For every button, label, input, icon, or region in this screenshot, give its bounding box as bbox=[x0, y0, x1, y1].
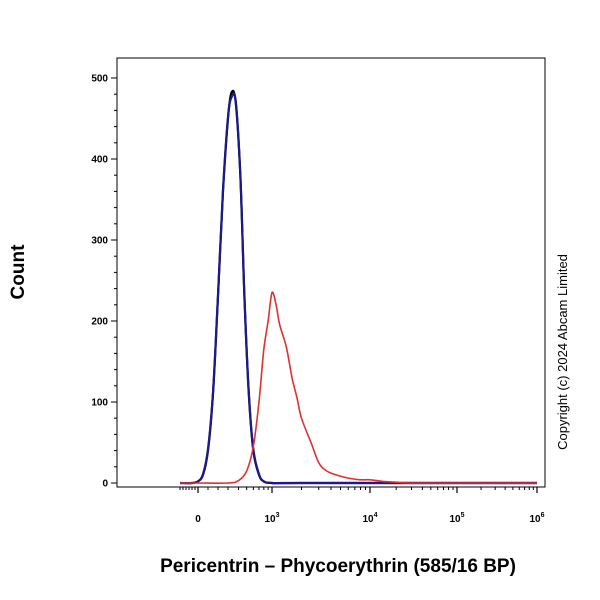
copyright-notice: Copyright (c) 2024 Abcam Limited bbox=[555, 254, 570, 450]
y-tick-label: 300 bbox=[91, 236, 108, 247]
histogram-series-1 bbox=[179, 92, 537, 485]
x-tick-exponent: 3 bbox=[276, 512, 280, 519]
y-tick-label: 400 bbox=[91, 155, 108, 166]
y-tick-label: 0 bbox=[102, 479, 108, 490]
y-axis-ticks: 0 100 200 300 400 500 bbox=[91, 74, 117, 490]
x-tick-base: 10 bbox=[264, 514, 276, 525]
x-tick-exponent: 4 bbox=[374, 512, 378, 519]
x-tick-exponent: 5 bbox=[461, 512, 465, 519]
y-axis-title: Count bbox=[8, 244, 29, 300]
x-tick-base: 0 bbox=[195, 514, 201, 525]
x-tick-label: 0 bbox=[195, 514, 201, 525]
x-axis-ticks: 0 103 104 105 106 bbox=[179, 487, 545, 525]
series-layer bbox=[179, 89, 537, 485]
x-tick-label: 104 bbox=[362, 512, 377, 525]
x-tick-base: 10 bbox=[529, 514, 541, 525]
x-tick-label: 103 bbox=[264, 512, 279, 525]
x-tick-label: 105 bbox=[449, 512, 464, 525]
x-tick-base: 10 bbox=[449, 514, 461, 525]
x-axis-title: Pericentrin – Phycoerythrin (585/16 BP) bbox=[160, 556, 516, 577]
x-tick-exponent: 6 bbox=[541, 512, 545, 519]
histogram-series-2 bbox=[179, 291, 537, 484]
y-tick-label: 100 bbox=[91, 398, 108, 409]
y-tick-label: 500 bbox=[91, 74, 108, 85]
y-tick-label: 200 bbox=[91, 317, 108, 328]
x-tick-label: 106 bbox=[529, 512, 544, 525]
x-tick-base: 10 bbox=[362, 514, 374, 525]
